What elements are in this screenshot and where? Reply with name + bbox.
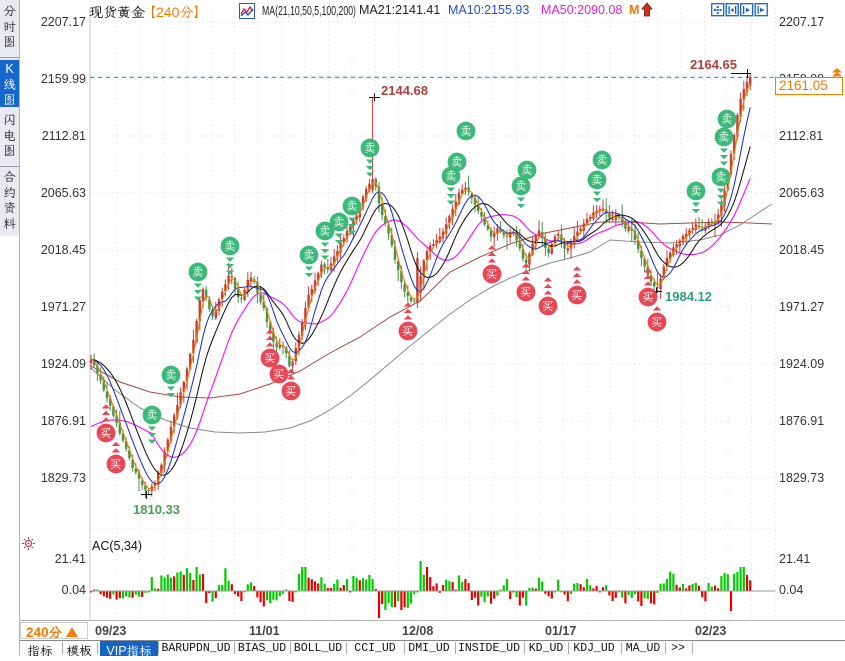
svg-text:买: 买 — [110, 457, 122, 472]
svg-text:卖: 卖 — [690, 184, 702, 199]
svg-text:卖: 卖 — [346, 199, 358, 214]
svg-text:卖: 卖 — [192, 265, 204, 280]
svg-text:卖: 卖 — [303, 248, 315, 263]
svg-text:卖: 卖 — [521, 163, 533, 178]
svg-text:卖: 卖 — [333, 215, 345, 230]
svg-text:卖: 卖 — [591, 173, 603, 188]
svg-text:卖: 卖 — [319, 224, 331, 239]
svg-text:卖: 卖 — [451, 155, 463, 170]
svg-text:买: 买 — [651, 315, 663, 330]
svg-text:卖: 卖 — [224, 239, 236, 254]
svg-text:买: 买 — [542, 299, 554, 314]
svg-text:卖: 卖 — [715, 170, 727, 185]
svg-text:买: 买 — [571, 288, 583, 303]
svg-text:买: 买 — [486, 267, 498, 282]
svg-text:卖: 卖 — [445, 169, 457, 184]
svg-text:卖: 卖 — [721, 112, 733, 127]
svg-text:卖: 卖 — [165, 368, 177, 383]
svg-text:卖: 卖 — [596, 153, 608, 168]
svg-text:卖: 卖 — [515, 179, 527, 194]
svg-text:卖: 卖 — [146, 408, 158, 423]
svg-text:卖: 卖 — [718, 130, 730, 145]
svg-text:卖: 卖 — [364, 141, 376, 156]
svg-text:买: 买 — [100, 426, 112, 441]
svg-text:买: 买 — [642, 290, 654, 305]
svg-text:卖: 卖 — [460, 124, 472, 139]
svg-text:买: 买 — [273, 367, 285, 382]
svg-text:买: 买 — [402, 324, 414, 339]
svg-text:买: 买 — [520, 285, 532, 300]
svg-text:买: 买 — [264, 351, 276, 366]
svg-text:买: 买 — [285, 384, 297, 399]
